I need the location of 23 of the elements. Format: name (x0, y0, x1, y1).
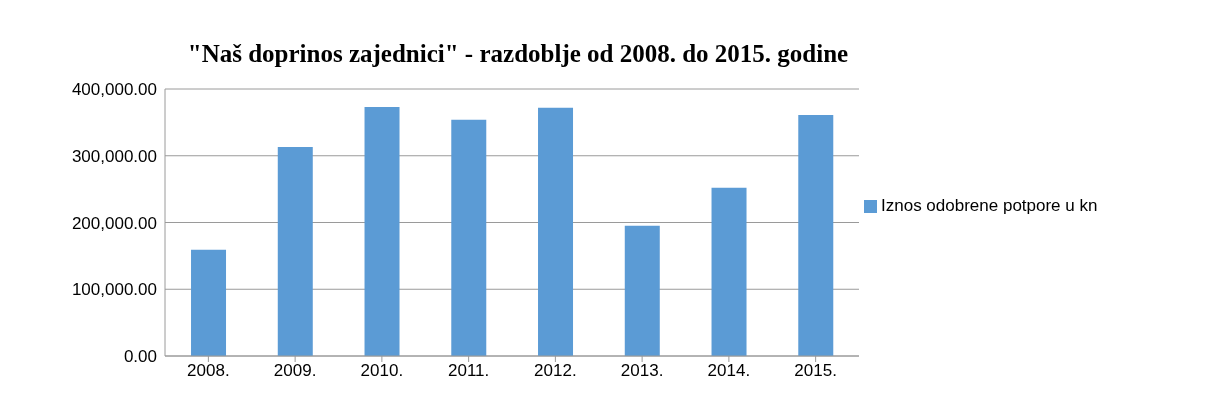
x-tick-label: 2015. (794, 361, 837, 381)
y-tick-label: 400,000.00 (71, 80, 157, 100)
bar (798, 115, 834, 356)
chart-title: "Naš doprinos zajednici" - razdoblje od 2008. do 2015. godine (186, 40, 850, 68)
y-tick-label: 200,000.00 (71, 213, 157, 233)
bar (191, 249, 227, 356)
x-tick-label: 2010. (360, 361, 404, 381)
bar (538, 107, 574, 356)
x-tick-label: 2012. (534, 361, 577, 381)
bar (364, 107, 400, 356)
x-tick-label: 2009. (273, 361, 317, 381)
x-tick-label: 2008. (187, 361, 230, 381)
y-tick-label: 0.00 (123, 347, 157, 367)
bar (711, 187, 747, 356)
bar (624, 225, 660, 356)
bar (277, 147, 313, 356)
bar (451, 119, 487, 356)
y-tick-label: 300,000.00 (71, 146, 157, 166)
x-tick-label: 2013. (620, 361, 664, 381)
legend-label: Iznos odobrene potpore u kn (881, 196, 1098, 215)
x-tick-label: 2014. (707, 361, 751, 381)
x-tick-label: 2011. (447, 361, 490, 381)
y-tick-label: 100,000.00 (71, 280, 157, 300)
